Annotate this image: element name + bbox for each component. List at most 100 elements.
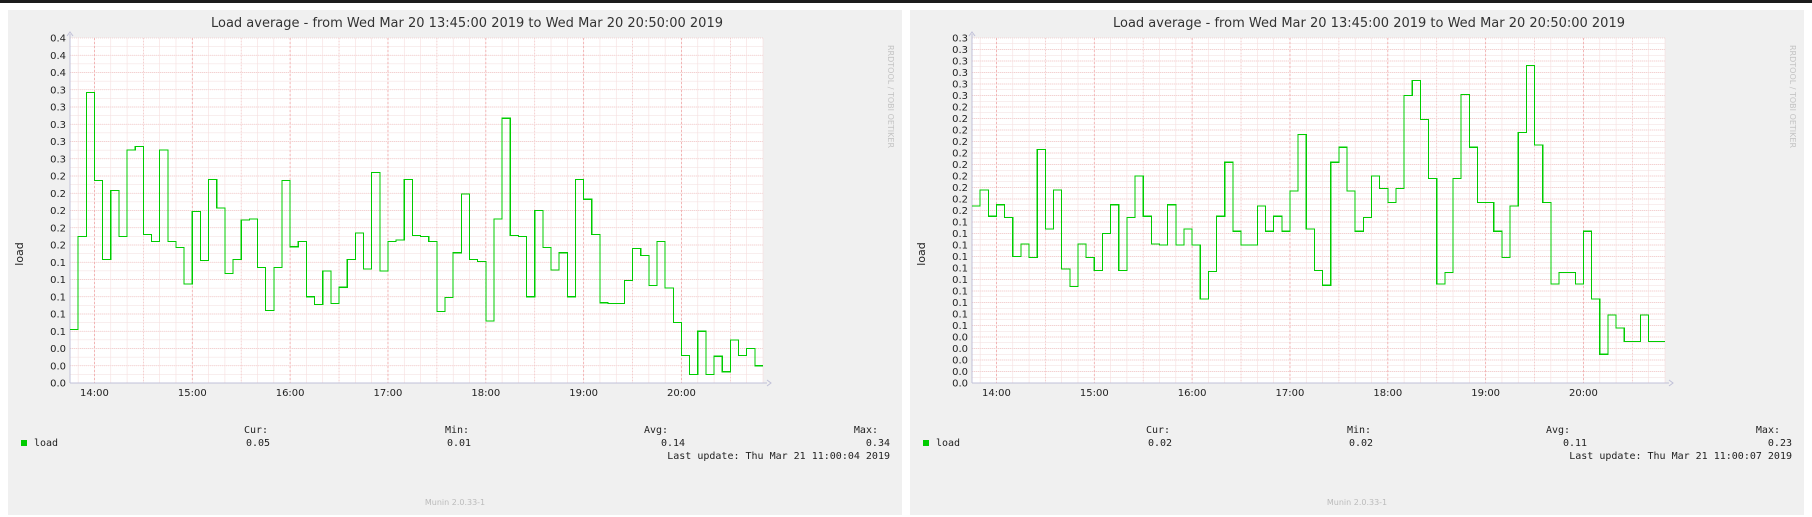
y-tick-label: 0.0 [50,379,66,390]
x-tick-label: 18:00 [1373,388,1402,399]
y-tick-label: 0.1 [952,264,968,275]
stat-min-value: 0.01 [447,438,471,449]
y-axis-arrow [66,31,74,37]
y-tick-label: 0.3 [50,103,66,114]
x-tick-label: 14:00 [80,388,109,399]
y-tick-label: 0.3 [50,120,66,131]
y-axis-label: load [915,242,928,266]
stat-min-value: 0.02 [1349,438,1373,449]
load-graph-panel-1: Load average - from Wed Mar 20 13:45:00 … [8,10,902,515]
stat-max-label: Max: [1756,425,1780,436]
y-tick-label: 0.2 [952,114,968,125]
legend-swatch [923,440,929,446]
y-tick-label: 0.1 [952,310,968,321]
y-tick-label: 0.2 [952,183,968,194]
stat-cur-label: Cur: [244,425,268,436]
y-tick-label: 0.1 [952,275,968,286]
x-tick-label: 17:00 [374,388,403,399]
y-tick-label: 0.1 [952,218,968,229]
y-ticks: 0.0 0.0 0.0 0.1 0.1 0.1 0.1 0.1 0.2 0.2 0.2 0.2 0.2 0… [50,34,66,390]
axes [66,31,772,387]
y-tick-label: 0.0 [952,367,968,378]
y-tick-label: 0.1 [50,258,66,269]
y-tick-label: 0.1 [50,292,66,303]
chart-title: Load average - from Wed Mar 20 13:45:00 … [1113,16,1625,31]
legend-swatch [21,440,27,446]
y-tick-label: 0.1 [50,310,66,321]
y-tick-label: 0.1 [952,287,968,298]
y-tick-label: 0.1 [952,298,968,309]
x-axis-arrow [766,379,772,387]
y-tick-label: 0.0 [952,344,968,355]
y-tick-label: 0.3 [50,85,66,96]
y-tick-label: 0.2 [952,160,968,171]
y-tick-label: 0.1 [952,321,968,332]
x-tick-label: 20:00 [1569,388,1598,399]
x-tick-label: 15:00 [1080,388,1109,399]
y-tick-label: 0.0 [952,379,968,390]
y-tick-label: 0.2 [50,206,66,217]
y-tick-label: 0.3 [952,45,968,56]
stat-cur-value: 0.02 [1148,438,1172,449]
y-tick-label: 0.4 [50,51,66,62]
y-tick-label: 0.3 [50,154,66,165]
last-update: Last update: Thu Mar 21 11:00:07 2019 [1569,451,1792,462]
y-tick-label: 0.3 [50,137,66,148]
stat-min-label: Min: [1347,425,1371,436]
y-tick-label: 0.2 [952,126,968,137]
y-tick-label: 0.0 [50,344,66,355]
series [972,65,1665,355]
munin-version: Munin 2.0.33-1 [1327,498,1387,507]
y-tick-label: 0.3 [952,34,968,45]
y-tick-label: 0.4 [50,34,66,45]
x-tick-label: 19:00 [1471,388,1500,399]
y-tick-label: 0.0 [952,356,968,367]
stat-cur-value: 0.05 [246,438,270,449]
axes [968,31,1674,387]
y-tick-label: 0.2 [952,137,968,148]
stat-avg-label: Avg: [644,425,668,436]
grid [972,37,1666,384]
x-tick-label: 16:00 [276,388,305,399]
stat-max-label: Max: [854,425,878,436]
y-tick-label: 0.3 [952,91,968,102]
y-axis-arrow [968,31,976,37]
stat-avg-value: 0.14 [661,438,685,449]
y-tick-label: 0.2 [952,172,968,183]
x-axis-arrow [1668,379,1674,387]
y-tick-label: 0.2 [952,195,968,206]
munin-version: Munin 2.0.33-1 [425,498,485,507]
y-tick-label: 0.2 [952,206,968,217]
y-tick-label: 0.3 [952,57,968,68]
x-tick-label: 18:00 [471,388,500,399]
x-tick-label: 15:00 [178,388,207,399]
y-tick-label: 0.2 [50,241,66,252]
y-tick-label: 0.1 [50,327,66,338]
series [70,91,763,375]
x-ticks: 14:00 15:00 16:00 17:00 18:00 19:00 20:00 [80,388,696,399]
legend-label: load [34,438,58,449]
x-tick-label: 16:00 [1178,388,1207,399]
series-line-load [972,65,1665,355]
chart-title: Load average - from Wed Mar 20 13:45:00 … [211,16,723,31]
y-tick-label: 0.1 [50,275,66,286]
x-tick-label: 20:00 [667,388,696,399]
rrdtool-credit: RRDTOOL / TOBI OETIKER [1788,45,1797,148]
y-tick-label: 0.3 [952,80,968,91]
y-axis-label: load [13,242,26,266]
y-tick-label: 0.0 [50,361,66,372]
load-chart-svg: Load average - from Wed Mar 20 13:45:00 … [915,16,1797,507]
y-tick-label: 0.4 [50,68,66,79]
stat-cur-label: Cur: [1146,425,1170,436]
top-border [0,0,1812,3]
stat-avg-value: 0.11 [1563,438,1587,449]
load-chart-svg: Load average - from Wed Mar 20 13:45:00 … [13,16,895,507]
series-line-load [70,91,763,375]
y-tick-label: 0.1 [952,252,968,263]
y-tick-label: 0.2 [50,189,66,200]
y-tick-label: 0.1 [952,229,968,240]
x-tick-label: 17:00 [1276,388,1305,399]
stat-avg-label: Avg: [1546,425,1570,436]
stat-max-value: 0.34 [866,438,890,449]
y-tick-label: 0.1 [952,241,968,252]
